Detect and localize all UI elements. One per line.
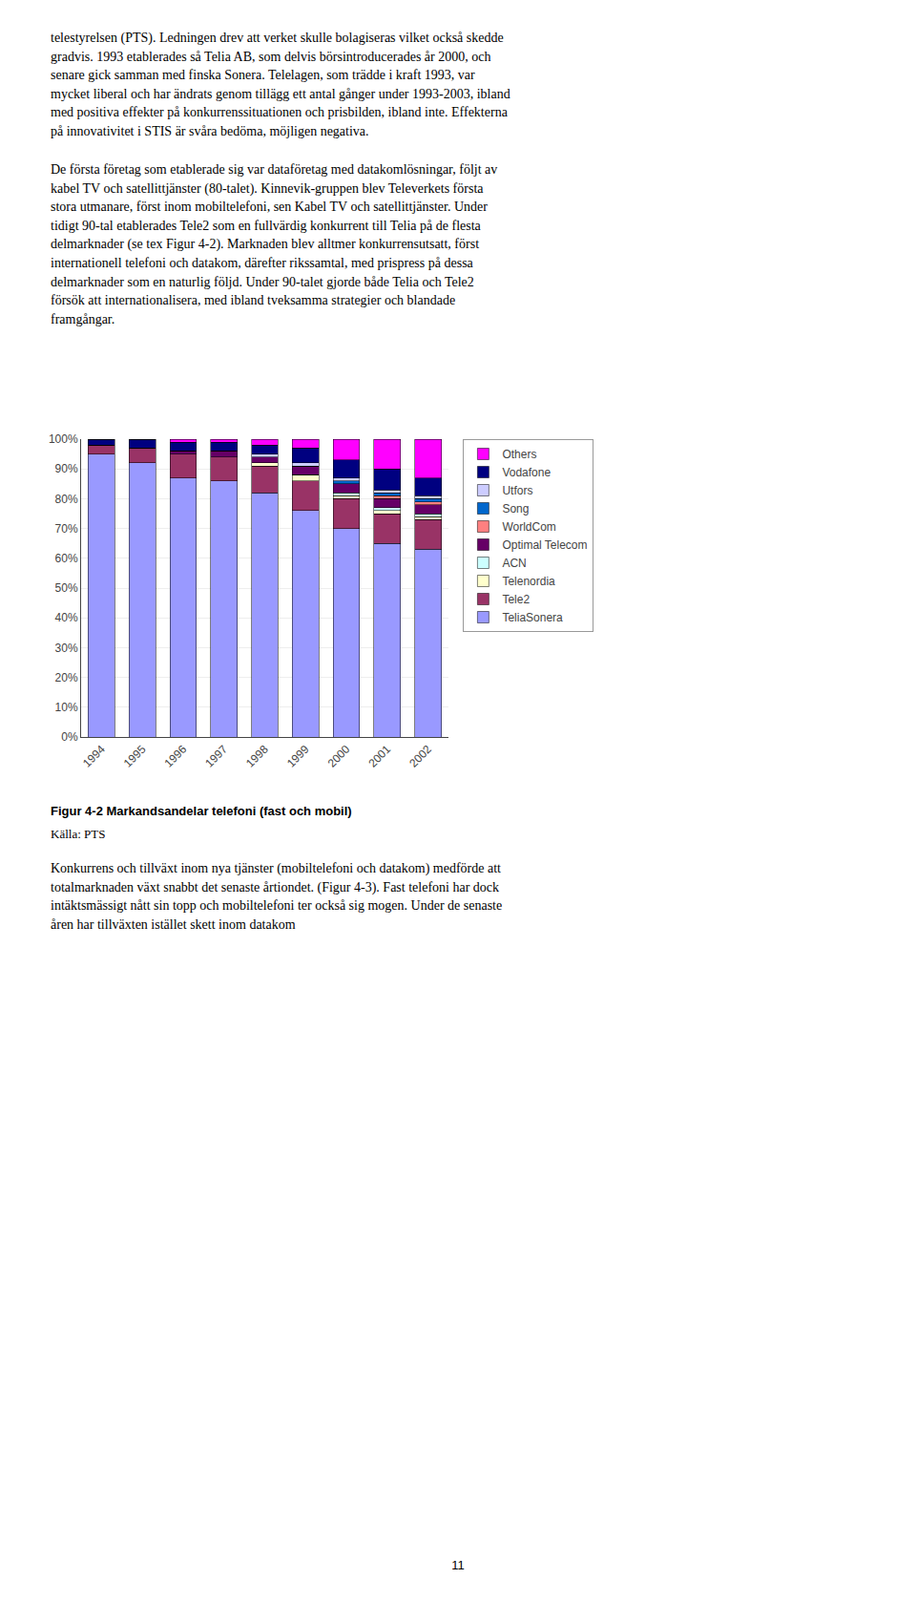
- svg-text:20%: 20%: [55, 670, 79, 685]
- svg-text:100%: 100%: [48, 432, 79, 446]
- svg-text:Optimal Telecom: Optimal Telecom: [501, 538, 587, 552]
- svg-text:Song: Song: [501, 501, 529, 516]
- svg-text:2002: 2002: [406, 742, 435, 771]
- svg-text:50%: 50%: [55, 581, 79, 595]
- svg-text:40%: 40%: [55, 610, 79, 625]
- svg-text:90%: 90%: [55, 461, 79, 476]
- svg-text:WorldCom: WorldCom: [501, 520, 556, 534]
- html-text:telestyrelsen (PTS). Ledningen: telestyrelsen (PTS). Ledningen drev att …: [50, 30, 511, 139]
- svg-text:10%: 10%: [55, 700, 79, 714]
- svg-text:ACN: ACN: [501, 556, 526, 570]
- svg-text:1997: 1997: [202, 742, 230, 771]
- svg-text:1995: 1995: [121, 742, 149, 771]
- svg-text:2001: 2001: [365, 742, 394, 771]
- html-text:Figur 4-2 Markandsandelar tele: Figur 4-2 Markandsandelar telefoni (fast…: [50, 803, 352, 818]
- svg-text:30%: 30%: [55, 641, 79, 655]
- html-text:11: 11: [451, 1557, 465, 1572]
- html-text:Källa: PTS: Källa: PTS: [50, 826, 106, 841]
- html-text:De första företag som etablera: De första företag som etablerade sig var…: [50, 162, 498, 327]
- svg-text:Others: Others: [501, 447, 537, 461]
- svg-text:Vodafone: Vodafone: [501, 465, 551, 479]
- svg-text:60%: 60%: [55, 551, 79, 565]
- svg-text:80%: 80%: [55, 492, 79, 506]
- svg-text:1996: 1996: [162, 742, 190, 771]
- svg-text:Utfors: Utfors: [501, 483, 533, 498]
- svg-text:2000: 2000: [325, 742, 354, 771]
- svg-text:Telenordia: Telenordia: [501, 574, 556, 588]
- svg-text:0%: 0%: [61, 729, 79, 744]
- svg-text:1994: 1994: [80, 742, 108, 771]
- svg-text:TeliaSonera: TeliaSonera: [501, 610, 563, 625]
- svg-text:1999: 1999: [284, 742, 313, 771]
- svg-text:1998: 1998: [243, 742, 271, 771]
- svg-text:70%: 70%: [55, 521, 79, 536]
- html-text:Konkurrens och tillväxt inom n: Konkurrens och tillväxt inom nya tjänste…: [50, 860, 503, 932]
- svg-text:Tele2: Tele2: [501, 592, 530, 606]
